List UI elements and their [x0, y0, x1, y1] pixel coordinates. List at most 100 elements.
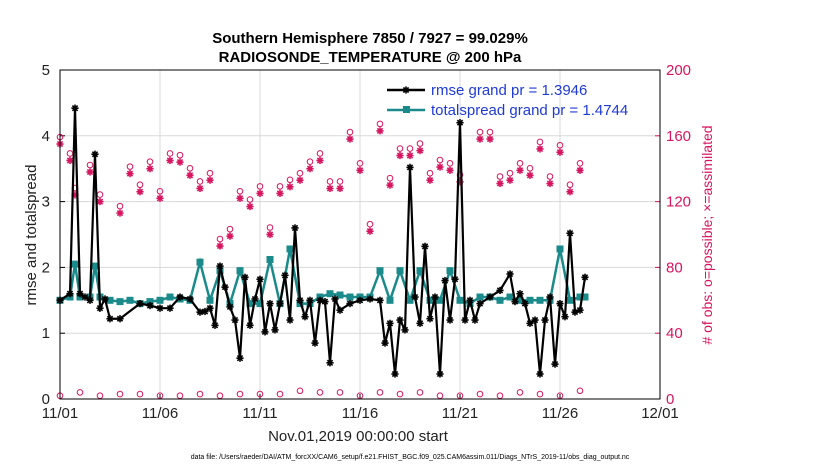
rmse-point	[526, 319, 534, 327]
totalspread-point	[416, 267, 424, 275]
obs-assimilated-point	[146, 165, 154, 173]
rmse-point	[176, 293, 184, 301]
series-layer	[56, 104, 589, 400]
obs-possible-point	[476, 128, 484, 136]
marker-stroke	[376, 297, 384, 304]
rmse-point	[276, 299, 284, 308]
rmse-point	[556, 299, 564, 308]
rmse-point	[281, 271, 289, 279]
obs-possible-point	[356, 160, 364, 167]
rmse-point	[101, 295, 109, 303]
marker-stroke	[401, 326, 409, 334]
marker-stroke	[156, 195, 164, 202]
x-axis-ticks: 11/01 11/06 11/11 11/16 11/21 11/26 12/01	[42, 394, 679, 422]
rmse-point	[156, 304, 164, 312]
marker-stroke	[346, 300, 354, 307]
x-tick-label: 11/11	[242, 405, 277, 422]
marker-stroke	[251, 295, 259, 303]
obs-assimilated-point	[216, 242, 224, 250]
obs-assimilated-point	[346, 135, 354, 143]
rmse-point	[186, 295, 194, 303]
rmse-point	[476, 299, 484, 308]
obs-possible-low-point	[576, 387, 584, 395]
rmse-point	[551, 360, 559, 368]
obs-assimilated-point	[136, 188, 144, 196]
obs-possible-point	[386, 174, 394, 182]
totalspread-point	[156, 296, 164, 304]
y-right-tick-label: 200	[666, 62, 691, 79]
marker-stroke	[186, 295, 194, 303]
obs-possible-point	[326, 178, 334, 185]
rmse-point	[81, 293, 89, 301]
obs-assimilated-point	[576, 166, 584, 174]
obs-assimilated-point	[496, 179, 504, 188]
marker-stroke	[266, 300, 274, 307]
rmse-point	[116, 315, 124, 323]
marker-stroke	[166, 305, 174, 312]
marker-stroke	[106, 315, 114, 322]
obs-possible-low-point	[136, 390, 144, 398]
obs-assimilated-point	[86, 168, 94, 176]
obs-possible-point	[436, 156, 444, 164]
marker-stroke	[556, 149, 564, 156]
marker-stroke	[476, 135, 484, 143]
obs-assimilated-point	[306, 165, 314, 173]
rmse-point	[96, 304, 104, 312]
obs-assimilated-point	[316, 156, 324, 165]
obs-possible-point	[196, 178, 204, 185]
obs-possible-low-point	[396, 390, 404, 398]
marker-stroke	[266, 231, 274, 238]
rmse-point	[441, 276, 449, 285]
marker-stroke	[441, 277, 449, 284]
marker-stroke	[231, 316, 239, 324]
marker-stroke	[531, 316, 539, 324]
y-right-axis-label: # of obs: o=possible; ×=assimilated	[699, 125, 715, 344]
rmse-point	[236, 354, 244, 362]
rmse-point	[401, 326, 409, 334]
marker-stroke	[136, 300, 144, 307]
marker-stroke	[236, 355, 244, 362]
rmse-point	[261, 328, 269, 336]
rmse-point	[346, 299, 354, 308]
totalspread-point	[476, 293, 484, 301]
obs-possible-low-point	[516, 389, 524, 396]
obs-possible-point	[566, 181, 574, 189]
totalspread-point	[71, 260, 79, 268]
marker-stroke	[281, 272, 289, 279]
rmse-point	[381, 339, 389, 347]
marker-stroke	[286, 316, 294, 324]
rmse-point	[531, 316, 539, 324]
marker-stroke	[246, 322, 254, 329]
obs-possible-point	[346, 128, 354, 136]
obs-assimilated-point	[126, 170, 134, 178]
rmse-point	[376, 296, 384, 304]
obs-possible-low-point	[376, 389, 384, 396]
marker-stroke	[516, 167, 524, 174]
rmse-point	[311, 339, 319, 347]
obs-possible-low-point	[316, 389, 324, 396]
obs-possible-point	[316, 150, 324, 157]
obs-assimilated-point	[446, 166, 454, 174]
marker-stroke	[176, 158, 184, 166]
obs-assimilated-point	[486, 135, 494, 143]
marker-stroke	[461, 316, 469, 324]
totalspread-point	[516, 296, 524, 304]
rmse-point	[421, 242, 429, 250]
marker-stroke	[436, 370, 444, 378]
obs-possible-point	[176, 151, 184, 159]
marker-stroke	[556, 300, 564, 307]
marker-stroke	[416, 320, 424, 327]
rmse-point	[446, 316, 454, 324]
totalspread-point	[106, 296, 114, 304]
rmse-point	[86, 296, 94, 304]
marker-stroke	[201, 308, 209, 315]
obs-possible-point	[86, 161, 94, 169]
rmse-point	[536, 370, 544, 378]
rmse-point	[366, 295, 374, 303]
marker-stroke	[356, 167, 364, 174]
marker-stroke	[576, 167, 584, 174]
totalspread-point	[166, 293, 174, 301]
obs-assimilated-point	[66, 156, 74, 165]
marker-stroke	[561, 313, 569, 320]
y-axis-label: rmse and totalspread	[23, 165, 40, 306]
